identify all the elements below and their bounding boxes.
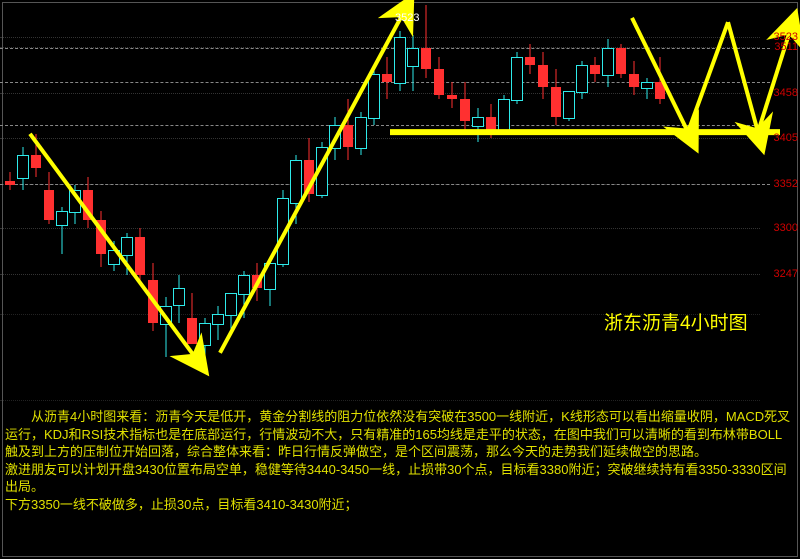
fibonacci-line xyxy=(0,48,770,49)
y-axis-label: 3523 xyxy=(774,31,798,43)
y-axis-label: 3352 xyxy=(774,178,798,190)
trend-arrow xyxy=(688,22,728,132)
trend-arrow xyxy=(728,22,758,132)
fibonacci-line xyxy=(0,125,770,126)
gridline-h xyxy=(0,228,760,229)
fibonacci-line xyxy=(0,184,770,185)
y-axis-label: 3405 xyxy=(774,132,798,144)
chart-root: 3247330033523405345835113523 浙东沥青4小时图 从沥… xyxy=(0,0,800,559)
chart-title: 浙东沥青4小时图 xyxy=(604,308,748,335)
peak-label: 3523 xyxy=(395,12,419,24)
gridline-h xyxy=(0,37,760,38)
y-axis-label: 3247 xyxy=(774,268,798,280)
commentary-text: 从沥青4小时图来看：沥青今天是低开，黄金分割线的阻力位依然没有突破在3500一线… xyxy=(5,408,795,513)
y-axis-label: 3511 xyxy=(774,41,798,53)
y-axis-label: 3300 xyxy=(774,222,798,234)
gridline-h xyxy=(0,274,760,275)
gridline-h xyxy=(0,400,760,401)
gridline-h xyxy=(0,138,760,139)
y-axis-label: 3458 xyxy=(774,87,798,99)
